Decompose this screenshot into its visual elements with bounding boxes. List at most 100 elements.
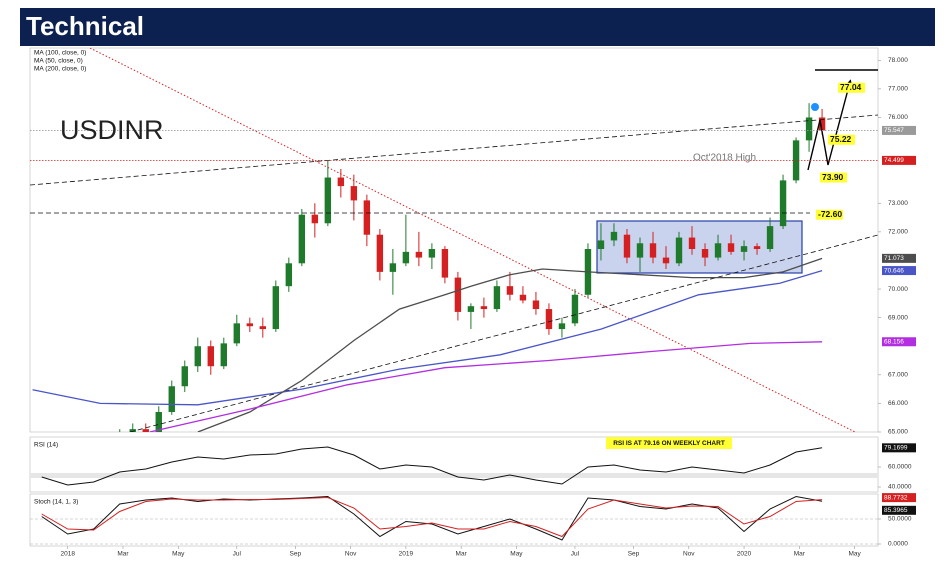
candle-body bbox=[623, 234, 631, 258]
candle-body bbox=[168, 386, 175, 412]
x-tick-label: 2019 bbox=[399, 551, 414, 558]
p-marker bbox=[811, 103, 819, 111]
end-label: 79.1699 bbox=[884, 445, 908, 452]
symbol-label: USDINR bbox=[60, 115, 164, 145]
y-tick-label: 78.000 bbox=[888, 57, 908, 64]
candle-body bbox=[181, 366, 188, 387]
series-line bbox=[32, 269, 823, 406]
y-tick-label: 72.000 bbox=[888, 229, 908, 236]
candle-body bbox=[740, 246, 748, 252]
candle-body bbox=[415, 251, 423, 258]
y-tick-label: 60.0000 bbox=[888, 464, 912, 471]
candle-body bbox=[805, 117, 813, 141]
high-note: Oct'2018 High bbox=[693, 153, 756, 164]
header-title: Technical bbox=[26, 11, 144, 41]
annotation-box bbox=[820, 172, 847, 183]
price-label: 74.499 bbox=[884, 157, 904, 164]
y-tick-label: 66.000 bbox=[888, 400, 908, 407]
y-tick-label: 69.000 bbox=[888, 314, 908, 321]
candle-body bbox=[117, 432, 123, 449]
upper-channel-line bbox=[30, 114, 878, 186]
candle-body bbox=[610, 231, 618, 241]
stoch-legend: Stoch (14, 1, 3) bbox=[34, 499, 78, 506]
legend-entry: MA (100, close, 0) bbox=[34, 50, 86, 57]
candle-body bbox=[259, 326, 267, 330]
candle-body bbox=[441, 249, 449, 278]
rsi-note: RSI IS AT 79.16 ON WEEKLY CHART bbox=[613, 440, 725, 447]
y-tick-label: 67.000 bbox=[888, 372, 908, 379]
candle-body bbox=[480, 306, 488, 310]
candle-body bbox=[532, 300, 540, 310]
candle-body bbox=[337, 177, 345, 187]
rsi-lines bbox=[41, 446, 823, 486]
x-tick-label: May bbox=[848, 551, 861, 558]
candle-body bbox=[714, 243, 722, 258]
legend-entry: MA (200, close, 0) bbox=[34, 66, 86, 73]
candle-body bbox=[766, 226, 774, 250]
candle-body bbox=[104, 449, 110, 466]
candle-body bbox=[376, 234, 384, 272]
annotation-box bbox=[838, 82, 865, 93]
candle-body bbox=[311, 214, 319, 224]
x-tick-label: Jul bbox=[233, 551, 242, 558]
candle-body bbox=[389, 263, 397, 272]
candle-body bbox=[636, 243, 644, 258]
candle-body bbox=[324, 177, 332, 224]
annotation-box bbox=[816, 209, 843, 220]
candle-body bbox=[155, 411, 162, 432]
candle-body bbox=[675, 237, 683, 264]
y-tick-label: 76.000 bbox=[888, 114, 908, 121]
candle-body bbox=[571, 294, 579, 324]
rsi-legend: RSI (14) bbox=[34, 442, 58, 449]
candle-body bbox=[350, 186, 358, 201]
candle-body bbox=[402, 251, 410, 264]
annotation: 77.04 bbox=[840, 82, 862, 92]
candle-body bbox=[649, 243, 657, 258]
stoch-lines bbox=[30, 495, 878, 545]
series-line bbox=[41, 496, 823, 538]
y-tick-label: 40.0000 bbox=[888, 484, 912, 491]
stoch-panel bbox=[29, 493, 879, 547]
candle-body bbox=[207, 346, 214, 367]
candle-body bbox=[142, 429, 149, 432]
candle-body bbox=[727, 243, 735, 252]
legend-entry: MA (50, close, 0) bbox=[34, 58, 83, 65]
price-label-box bbox=[882, 155, 916, 165]
x-tick-label: Mar bbox=[456, 551, 468, 558]
support-line bbox=[129, 234, 878, 432]
main-panel bbox=[29, 47, 879, 433]
end-label: 85.3965 bbox=[884, 507, 908, 514]
end-label: 70.646 bbox=[884, 267, 904, 274]
annotation-box bbox=[828, 134, 855, 145]
end-label: 71.073 bbox=[884, 255, 904, 262]
x-tick-label: Mar bbox=[794, 551, 806, 558]
series-line bbox=[41, 495, 823, 541]
y-tick-label: 65.000 bbox=[888, 429, 908, 436]
rsi-note-box bbox=[606, 437, 732, 449]
candle-body bbox=[506, 286, 514, 295]
candle-body bbox=[194, 346, 201, 367]
x-tick-label: Nov bbox=[345, 551, 357, 558]
annotation: 75.22 bbox=[830, 134, 852, 144]
series-line bbox=[197, 257, 823, 432]
x-tick-label: May bbox=[510, 551, 523, 558]
candle-body bbox=[493, 286, 501, 310]
candle-body bbox=[220, 343, 227, 367]
y-tick-label: 77.000 bbox=[888, 86, 908, 93]
price-label-box bbox=[882, 125, 916, 135]
end-label: 68.156 bbox=[884, 338, 904, 345]
x-tick-label: 2018 bbox=[60, 551, 75, 558]
candle-body bbox=[688, 237, 696, 250]
end-label-box bbox=[882, 337, 916, 347]
candle-body bbox=[246, 323, 254, 327]
candle-body bbox=[753, 246, 761, 250]
annotation: 73.90 bbox=[822, 172, 844, 182]
candle-body bbox=[272, 286, 280, 330]
annotation: -72.60 bbox=[818, 209, 842, 219]
x-tick-label: May bbox=[172, 551, 185, 558]
candle-body bbox=[454, 277, 462, 312]
end-label-box bbox=[882, 266, 916, 276]
y-tick-label: 50.0000 bbox=[888, 516, 912, 523]
x-tick-label: Jul bbox=[571, 551, 580, 558]
